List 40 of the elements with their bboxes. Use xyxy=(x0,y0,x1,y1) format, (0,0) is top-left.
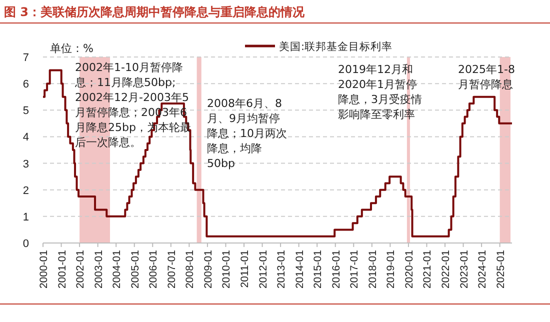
x-tick-label: 2006-01 xyxy=(148,250,160,289)
x-tick-label: 2021-01 xyxy=(422,250,434,289)
x-tick-label: 2008-01 xyxy=(184,250,196,289)
x-tick-label: 2024-01 xyxy=(476,250,489,289)
x-tick-label: 2009-01 xyxy=(202,250,214,289)
x-tick-label: 2010-01 xyxy=(220,250,233,289)
x-tick-label: 2015-01 xyxy=(312,250,324,289)
x-tick-label: 2017-01 xyxy=(348,250,361,289)
chart-title: 图 3：美联储历次降息周期中暂停降息与重启降息的情况 xyxy=(4,5,306,19)
y-tick-label: 6 xyxy=(22,78,29,91)
x-tick-label: 2014-01 xyxy=(294,250,306,289)
x-tick-label: 2004-01 xyxy=(111,250,124,289)
x-tick-label: 2012-01 xyxy=(257,250,270,289)
y-tick-label: 5 xyxy=(22,105,29,118)
x-tick-label: 2019-01 xyxy=(385,250,398,289)
x-tick-label: 2025-01 xyxy=(494,250,507,289)
y-tick-label: 4 xyxy=(22,132,29,144)
x-tick-label: 2001-01 xyxy=(56,250,68,289)
x-tick-label: 2007-01 xyxy=(166,250,178,289)
y-tick-label: 2 xyxy=(22,184,29,197)
x-tick-label: 2018-01 xyxy=(366,250,379,289)
annotation: 2008年6月、8月、9月均暂停降息；10月两次降息，均降50bp xyxy=(207,96,288,171)
y-tick-label: 0 xyxy=(22,238,29,250)
x-tick-label: 2023-01 xyxy=(458,250,470,289)
x-tick-label: 2002-01 xyxy=(74,250,87,289)
legend-label: 美国:联邦基金目标利率 xyxy=(279,40,393,53)
y-tick-label: 3 xyxy=(22,158,29,170)
annotation: 2025年1-8月暂停降息 xyxy=(458,62,516,92)
x-tick-label: 2016-01 xyxy=(330,250,342,289)
x-tick-label: 2020-01 xyxy=(403,250,416,289)
y-tick-label: 7 xyxy=(22,52,29,64)
y-axis-title: 单位：% xyxy=(50,42,94,55)
x-tick-label: 2000-01 xyxy=(38,250,50,289)
y-tick-label: 1 xyxy=(22,211,29,224)
x-tick-label: 2003-01 xyxy=(92,250,105,289)
annotation: 2019年12月和2020年1月暂停降息，3月受疫情影响降至零利率 xyxy=(338,62,422,122)
x-tick-label: 2013-01 xyxy=(276,250,288,289)
x-tick-label: 2011-01 xyxy=(239,250,251,288)
x-tick-label: 2022-01 xyxy=(440,250,452,289)
x-tick-label: 2005-01 xyxy=(129,250,142,289)
